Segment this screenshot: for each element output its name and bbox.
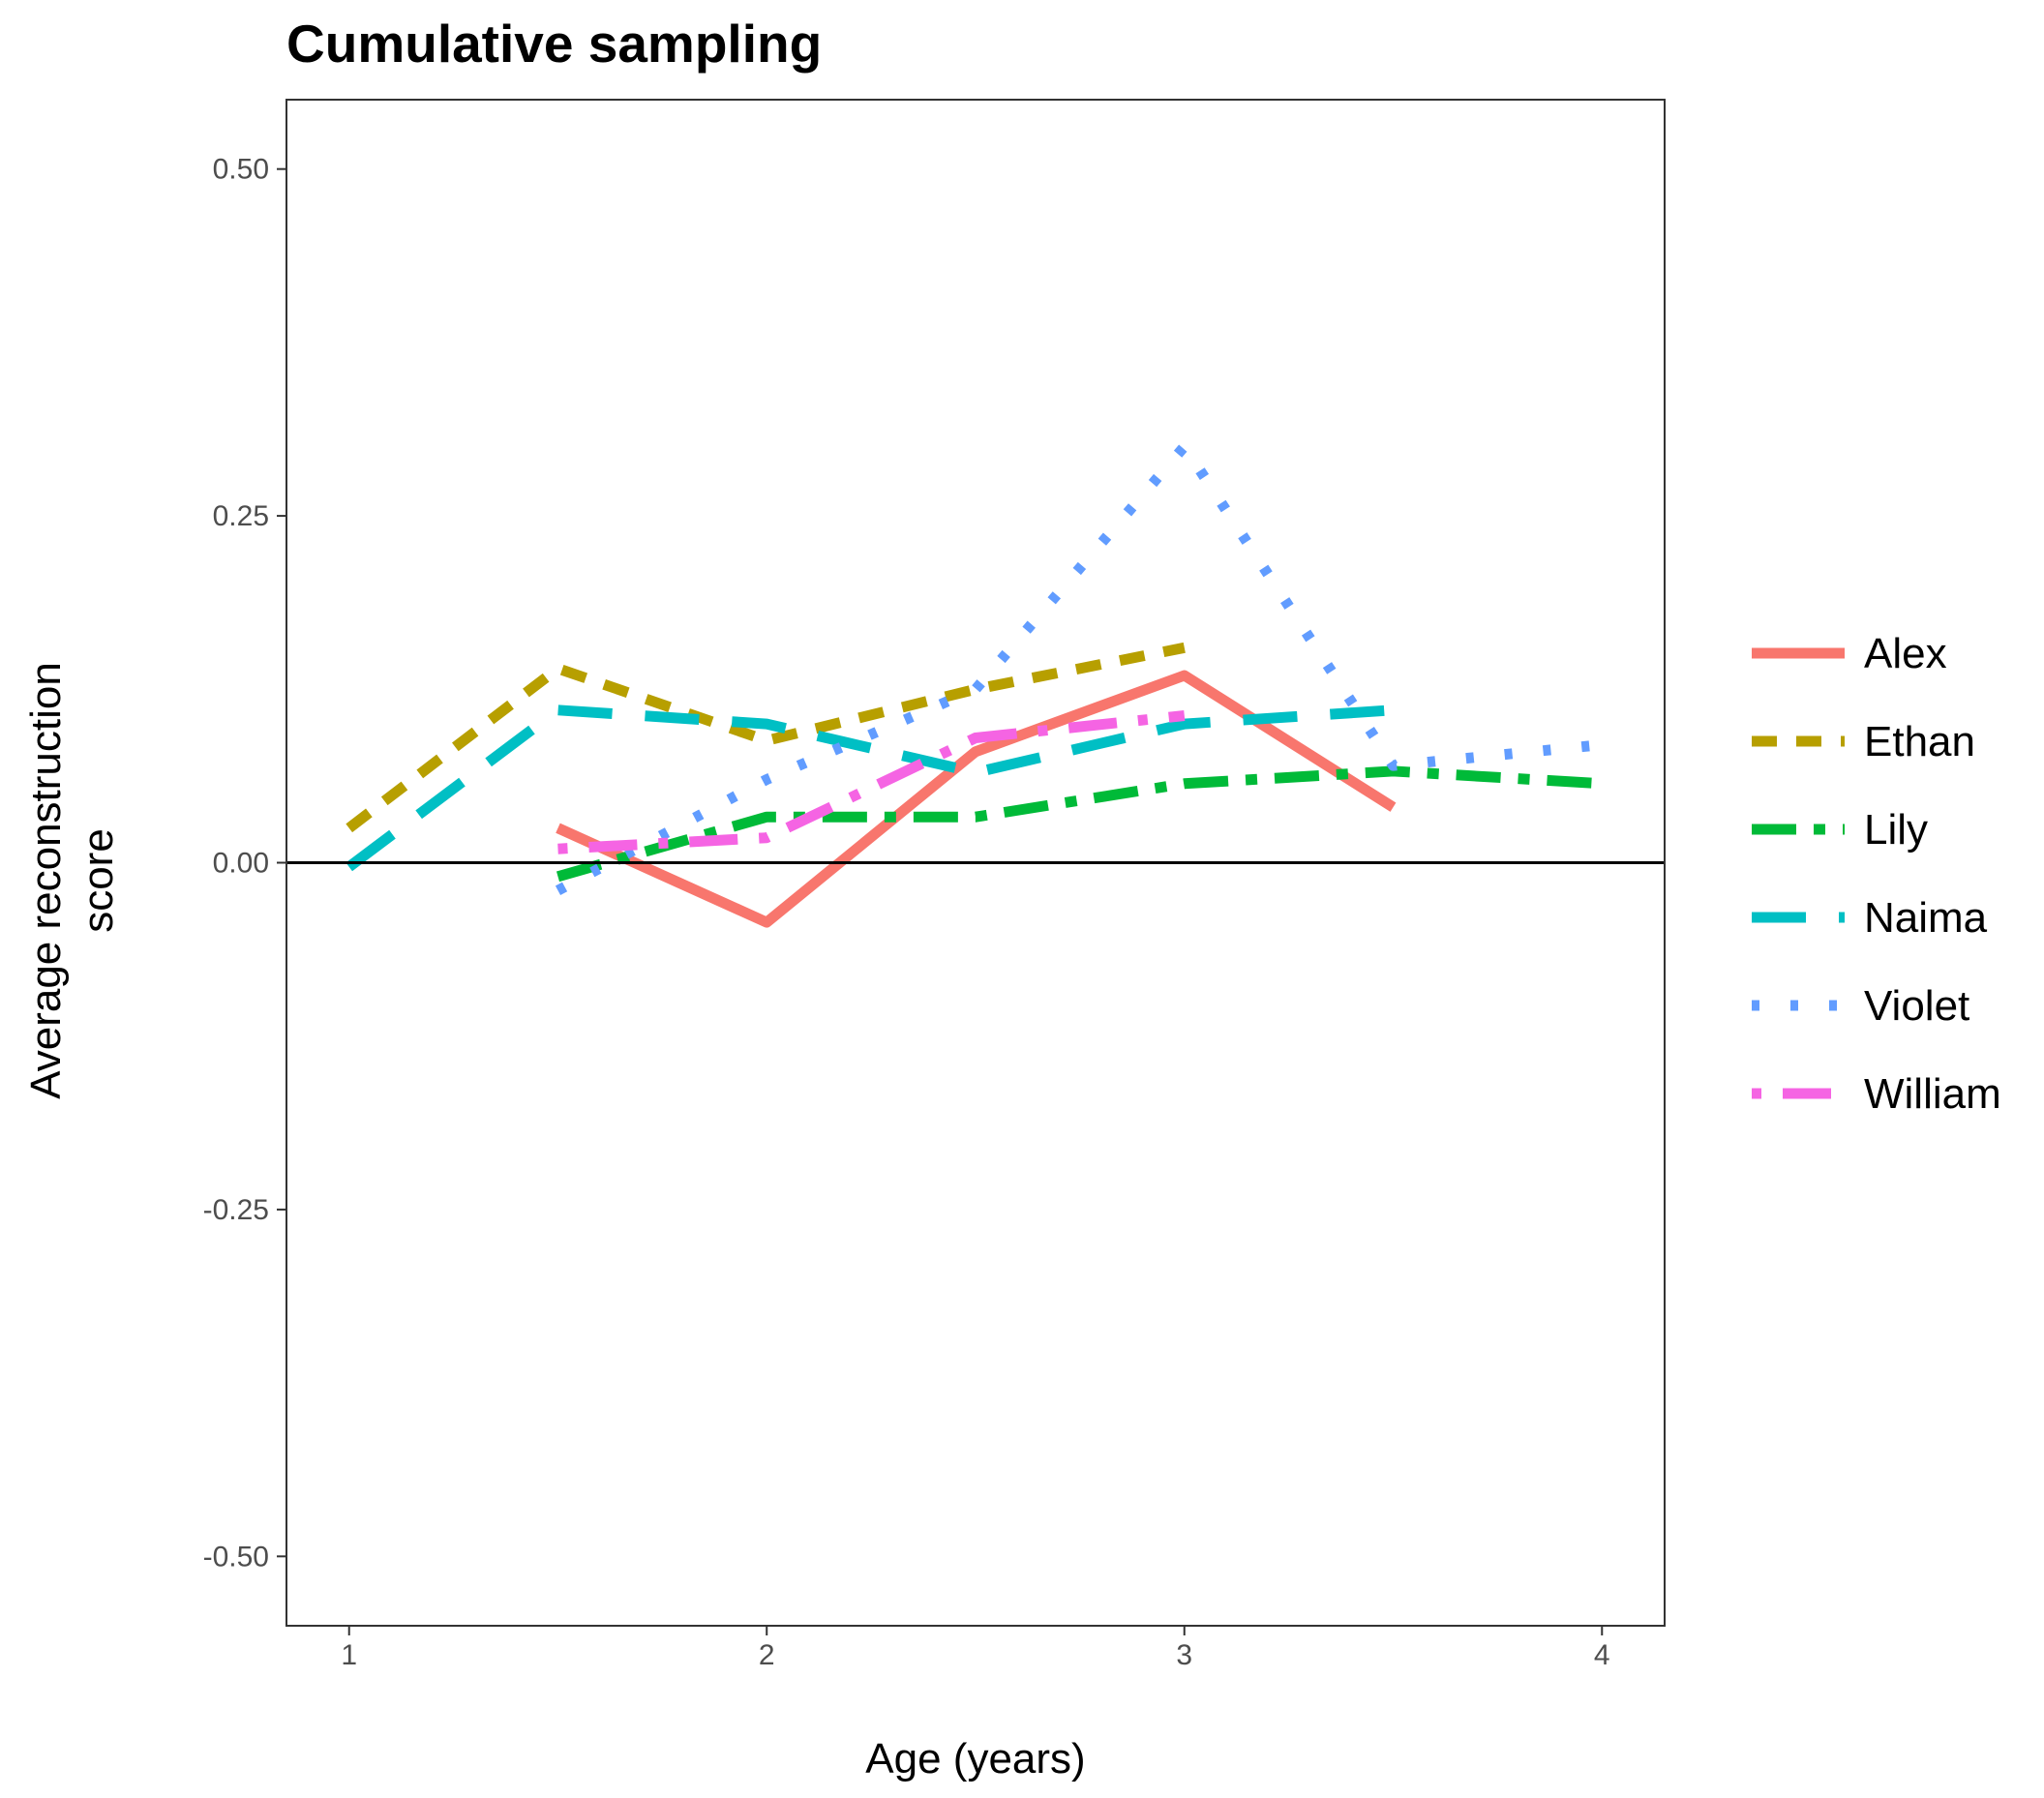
legend-label-violet: Violet [1864,982,1969,1030]
series-line-violet [555,440,1603,896]
y-tick-label: 0.50 [213,154,269,186]
legend: Alex Ethan Lily Naima Violet William [1752,630,2001,1118]
y-axis-title: Average reconstruction score [22,662,122,1099]
y-axis-title-line: score [75,828,122,933]
series-line-ethan [346,642,1186,833]
y-axis-title-line: Average reconstruction [22,662,70,1099]
x-axis-title: Age (years) [865,1735,1085,1783]
legend-label-naima: Naima [1864,894,1988,942]
plot-area [286,99,1666,1627]
x-tick-label: 4 [1594,1639,1610,1671]
chart-title: Cumulative sampling [286,14,822,74]
legend-label-alex: Alex [1864,630,1947,677]
series-line-william [557,710,1186,854]
legend-label-william: William [1864,1070,2001,1118]
legend-label-lily: Lily [1864,806,1928,854]
x-tick-label: 1 [341,1639,357,1671]
y-tick-label: -0.50 [203,1541,269,1573]
legend-label-ethan: Ethan [1864,718,1975,765]
y-tick-label: 0.00 [213,848,269,880]
y-axis: 0.50 0.25 0.00 -0.25 -0.50 [203,154,286,1573]
x-tick-label: 2 [759,1639,775,1671]
series-line-lily [556,765,1603,883]
x-axis: 1 2 3 4 [341,1626,1610,1671]
y-tick-label: -0.25 [203,1194,269,1226]
x-tick-label: 3 [1176,1639,1192,1671]
series-line-naima [346,704,1394,872]
y-tick-label: 0.25 [213,500,269,532]
